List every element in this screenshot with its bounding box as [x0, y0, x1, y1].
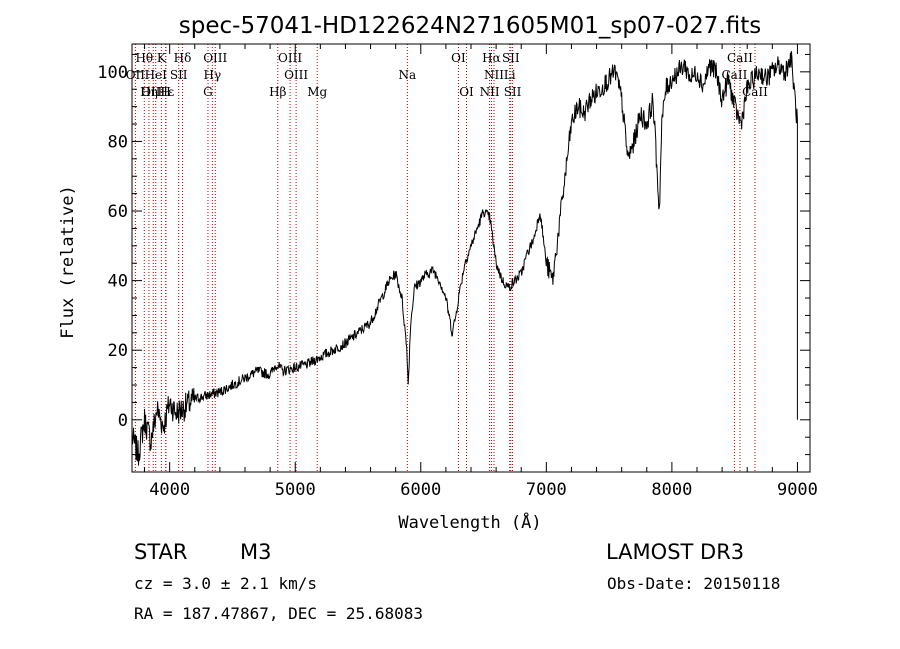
marker-label-5007: OIII — [284, 68, 308, 82]
y-tick-label: 20 — [108, 341, 128, 361]
marker-label-4340: Hγ — [204, 68, 222, 82]
marker-label-3889: HeI — [145, 68, 168, 82]
coordinates: RA = 187.47867, DEC = 25.68083 — [134, 604, 423, 623]
marker-label-8542: CaII — [727, 51, 753, 65]
marker-label-3835: Hη — [140, 85, 158, 99]
marker-label-4959: OIII — [278, 51, 302, 65]
x-tick-label: 6000 — [400, 480, 441, 500]
y-axis-label: Flux (relative) — [58, 185, 78, 339]
x-tick-label: 5000 — [275, 480, 316, 500]
line-markers — [134, 44, 756, 472]
marker-label-6717: SII — [502, 51, 520, 65]
marker-label-3798: Hθ — [135, 51, 153, 65]
marker-label-4861: Hβ — [269, 85, 286, 99]
marker-label-3727: OII — [126, 68, 146, 82]
plot-frame — [131, 43, 811, 473]
marker-label-4102: Hδ — [174, 51, 192, 65]
marker-label-4363: OIII — [203, 51, 227, 65]
marker-label-6583: NII — [484, 68, 504, 82]
marker-label-5175: Mg — [307, 85, 327, 99]
x-axis-label: Wavelength (Å) — [398, 511, 541, 533]
marker-label-6708: Li — [504, 68, 516, 82]
redshift-cz: cz = 3.0 ± 2.1 km/s — [134, 574, 317, 593]
marker-label-6563: Hα — [482, 51, 501, 65]
marker-label-4072: SII — [170, 68, 188, 82]
marker-label-3869: OIII — [141, 85, 165, 99]
object-subclass: M3 — [240, 540, 271, 564]
marker-label-3934: K — [157, 51, 167, 65]
chart-title: spec-57041-HD122624N271605M01_sp07-027.f… — [179, 13, 761, 39]
axis-ticks — [132, 44, 810, 472]
marker-label-8662: CaII — [742, 85, 768, 99]
y-tick-label: 60 — [108, 202, 128, 222]
x-tick-label: 9000 — [777, 480, 818, 500]
marker-label-3968: H — [160, 85, 170, 99]
y-tick-label: 40 — [108, 272, 128, 292]
y-tick-label: 80 — [108, 132, 128, 152]
marker-label-3970: Hε — [158, 85, 175, 99]
series-line-spectrum — [131, 51, 798, 466]
marker-label-6364: OI — [459, 85, 474, 99]
y-tick-label: 0 — [118, 411, 128, 431]
marker-label-6731: SII — [504, 85, 522, 99]
obs-date: Obs-Date: 20150118 — [607, 574, 780, 593]
marker-label-6548: NII — [480, 85, 500, 99]
x-tick-label: 7000 — [526, 480, 567, 500]
x-tick-label: 8000 — [651, 480, 692, 500]
axis-tick-labels: 4000 5000 6000 7000 8000 9000 0 20 40 60 80 100 — [97, 63, 818, 500]
survey-label: LAMOST DR3 — [606, 540, 744, 564]
object-type: STAR — [134, 540, 187, 564]
marker-label-5893: Na — [399, 68, 417, 82]
y-tick-label: 100 — [97, 63, 128, 83]
x-tick-label: 4000 — [149, 480, 190, 500]
marker-label-4305: G — [203, 85, 213, 99]
marker-label-6300: OI — [451, 51, 466, 65]
